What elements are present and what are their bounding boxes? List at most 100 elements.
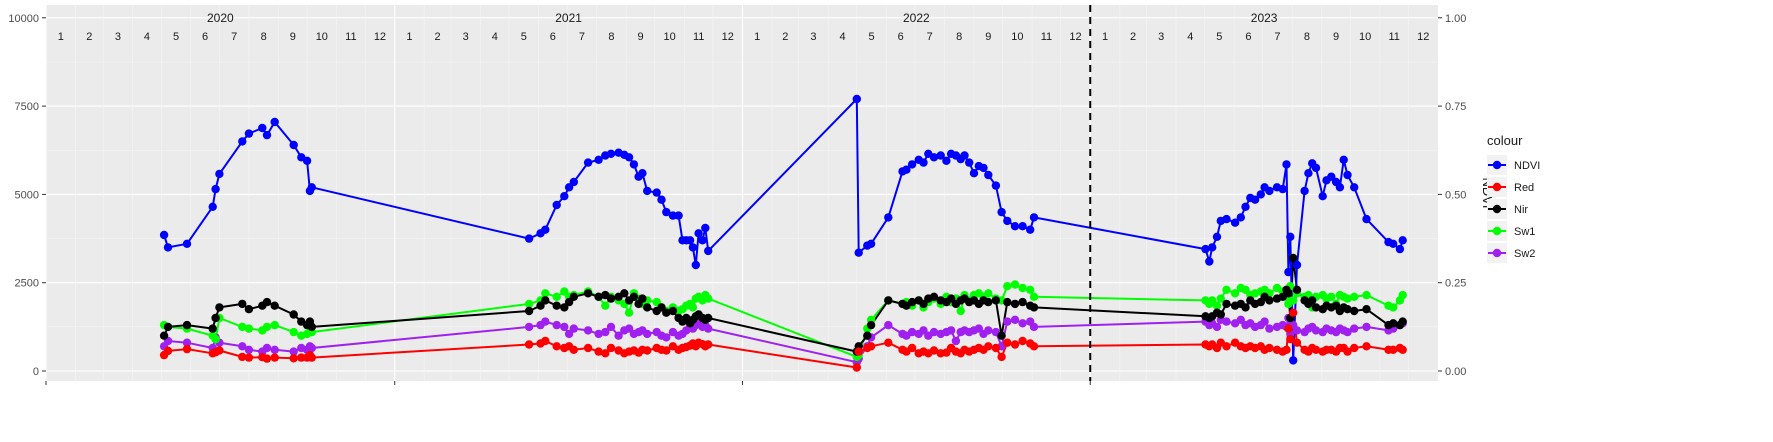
data-point-nir (1350, 306, 1359, 316)
series-points (159, 94, 1407, 372)
data-point-red (852, 363, 861, 372)
data-point-nir (1389, 319, 1398, 328)
data-point-sw2 (704, 324, 713, 333)
data-point-nir (704, 313, 713, 323)
data-point-nir (997, 331, 1006, 340)
data-point-ndvi (1318, 192, 1327, 201)
data-point-ndvi (979, 163, 988, 173)
data-point-ndvi (624, 153, 634, 162)
data-point-ndvi (1265, 186, 1274, 196)
month-label: 11 (345, 31, 356, 43)
data-point-red (541, 336, 550, 346)
data-point-ndvi (211, 184, 220, 194)
data-point-red (569, 345, 578, 354)
legend-key-point (1492, 204, 1502, 214)
data-point-red (552, 342, 561, 351)
data-point-nir (1222, 299, 1231, 309)
data-point-nir (215, 303, 224, 312)
data-point-sw2 (238, 342, 247, 351)
month-label: 12 (1417, 31, 1429, 43)
data-point-ndvi (884, 213, 893, 222)
y-left-tick-label: 7500 (15, 101, 39, 113)
data-point-nir (668, 306, 678, 316)
data-point-ndvi (942, 156, 951, 165)
data-point-ndvi (701, 223, 710, 233)
data-point-ndvi (691, 260, 700, 270)
month-label: 11 (1041, 31, 1052, 43)
month-label: 8 (261, 31, 267, 43)
data-point-sw1 (688, 303, 698, 312)
data-point-ndvi (244, 129, 254, 138)
month-label: 5 (869, 31, 875, 43)
data-point-red (270, 353, 279, 362)
legend-label-sw1: Sw1 (1514, 226, 1535, 238)
data-point-sw1 (211, 335, 220, 344)
data-point-ndvi (1292, 260, 1302, 270)
legend-label-nir: Nir (1514, 204, 1528, 216)
data-point-sw1 (1010, 280, 1020, 289)
axes: 0 2500 5000 7500 10000 0.00 0.25 0.50 0.75 1.00 (8, 13, 1466, 385)
data-point-red (984, 342, 993, 351)
month-label: 11 (1388, 31, 1399, 43)
month-label: 4 (492, 31, 498, 43)
data-point-nir (929, 292, 939, 301)
data-point-sw2 (182, 338, 192, 347)
data-point-sw2 (583, 326, 593, 335)
legend-key-point (1492, 160, 1502, 170)
month-label: 12 (374, 31, 386, 43)
data-point-ndvi (560, 192, 569, 201)
data-point-ndvi (852, 94, 861, 104)
month-label: 2 (86, 31, 92, 43)
data-point-ndvi (674, 211, 683, 220)
data-point-sw2 (1212, 322, 1222, 332)
data-point-ndvi (163, 243, 173, 252)
data-point-red (1282, 345, 1291, 354)
month-label: 1 (58, 31, 64, 43)
data-point-sw2 (1018, 319, 1027, 328)
data-point-red (594, 347, 603, 356)
month-label: 7 (1274, 31, 1280, 43)
data-point-sw1 (262, 322, 272, 332)
data-point-nir (238, 299, 247, 309)
month-label: 6 (1245, 31, 1251, 43)
data-point-nir (907, 297, 917, 307)
data-point-red (1029, 342, 1039, 351)
data-point-ndvi (1339, 155, 1348, 164)
data-point-nir (629, 292, 639, 301)
data-point-nir (182, 320, 192, 330)
data-point-red (238, 352, 247, 362)
data-point-nir (569, 292, 578, 301)
legend-title: colour (1487, 133, 1523, 148)
data-point-red (1018, 336, 1027, 346)
data-point-sw2 (614, 331, 623, 340)
y-left-tick-label: 10000 (8, 13, 39, 25)
data-point-nir (159, 331, 169, 340)
data-point-sw1 (1389, 303, 1398, 312)
month-label: 5 (521, 31, 527, 43)
data-point-nir (984, 297, 993, 307)
data-point-ndvi (594, 155, 603, 164)
data-point-ndvi (969, 169, 979, 178)
data-point-red (1311, 345, 1321, 354)
data-point-sw1 (244, 324, 254, 333)
data-point-sw1 (1398, 290, 1407, 300)
data-point-ndvi (1256, 190, 1266, 199)
data-point-red (1398, 345, 1407, 354)
data-point-ndvi (258, 123, 267, 133)
data-point-red (662, 346, 671, 355)
data-point-ndvi (289, 140, 298, 150)
data-point-ndvi (685, 236, 695, 245)
data-point-ndvi (1398, 236, 1407, 245)
data-point-nir (1398, 317, 1407, 326)
month-label: 12 (1069, 31, 1081, 43)
data-point-sw1 (541, 289, 550, 298)
data-point-sw1 (1343, 294, 1352, 303)
data-point-ndvi (1222, 214, 1231, 224)
data-point-sw2 (601, 327, 610, 337)
data-point-ndvi (1389, 239, 1398, 248)
data-point-red (907, 343, 917, 353)
data-point-ndvi (238, 137, 247, 146)
data-point-ndvi (1230, 218, 1240, 227)
data-point-sw1 (1230, 289, 1240, 298)
